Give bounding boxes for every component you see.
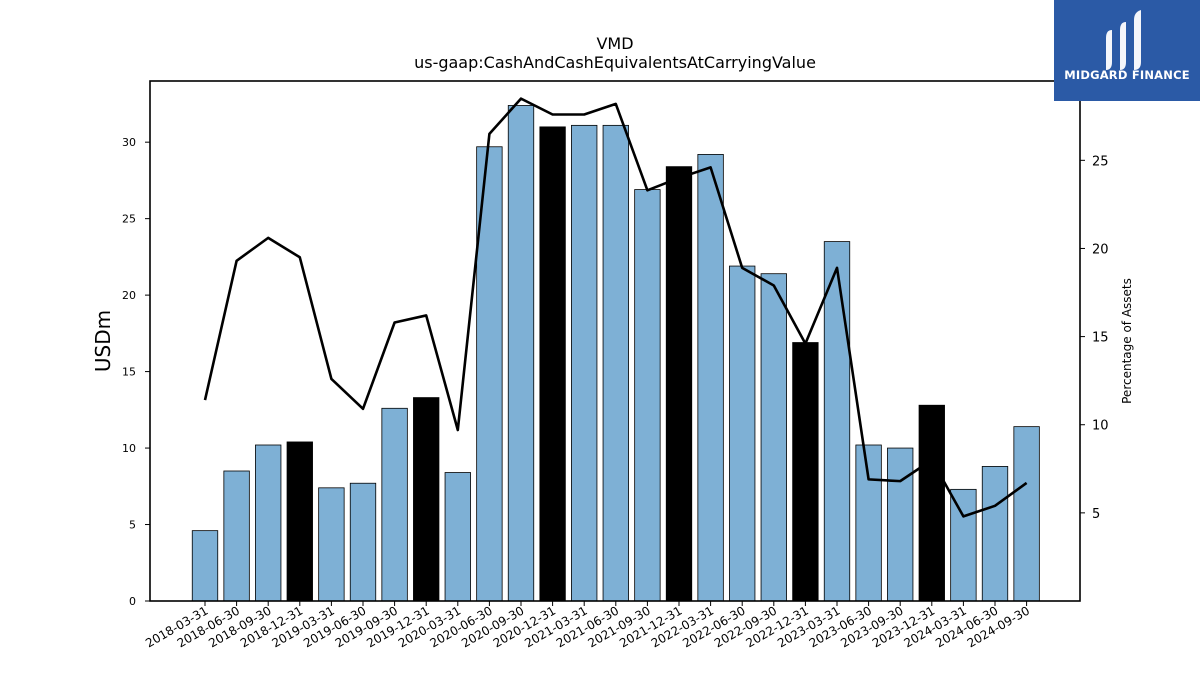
bar-2021-12-31 (665, 166, 693, 602)
chart-title: VMD (596, 34, 633, 53)
bar-2020-12-31 (539, 126, 566, 602)
bar-2022-12-31 (792, 342, 819, 602)
line-layer (203, 97, 1028, 518)
bar-2021-03-31 (571, 124, 598, 602)
y-tick-label: 10 (122, 442, 136, 455)
y2-tick-label: 25 (1092, 154, 1109, 169)
bar-2022-03-31 (697, 154, 724, 602)
chart-subtitle: us-gaap:CashAndCashEquivalentsAtCarrying… (414, 53, 816, 72)
y-axis-label: USDm (91, 310, 115, 372)
y-tick-label: 5 (129, 519, 136, 532)
bar-2018-06-30 (223, 470, 250, 602)
bar-2018-12-31 (286, 441, 313, 602)
bar-2024-06-30 (981, 466, 1009, 602)
bar-2018-03-31 (191, 530, 219, 602)
bar-2022-06-30 (729, 265, 756, 602)
bar-2022-09-30 (760, 273, 787, 602)
y2-axis-label: Percentage of Assets (1120, 278, 1134, 404)
bar-2021-09-30 (634, 189, 661, 602)
y-tick-label: 30 (122, 136, 136, 149)
bar-2023-03-31 (823, 241, 851, 602)
y2-tick-label: 15 (1092, 331, 1109, 346)
bar-2023-06-30 (855, 444, 882, 602)
bar-2021-06-30 (602, 124, 629, 602)
bar-2023-12-31 (918, 404, 945, 602)
y2-tick-label: 10 (1092, 419, 1109, 434)
bars-layer (191, 105, 1040, 602)
y2-tick-label: 20 (1092, 242, 1109, 257)
logo-text: MIDGARD FINANCE (1064, 68, 1190, 82)
bar-2024-09-30 (1013, 426, 1040, 602)
bar-2020-09-30 (507, 105, 535, 602)
bar-2024-03-31 (950, 488, 977, 602)
bar-2019-03-31 (318, 487, 345, 602)
bar-2023-09-30 (887, 447, 914, 602)
logo-mark-icon (1106, 10, 1141, 70)
midgard-finance-logo: MIDGARD FINANCE (1054, 0, 1200, 101)
y-tick-label: 0 (129, 595, 136, 608)
y2-tick-label: 5 (1092, 507, 1100, 522)
y-tick-label: 20 (122, 289, 136, 302)
bar-2018-09-30 (255, 444, 282, 602)
bar-2020-03-31 (444, 472, 471, 602)
bar-2019-09-30 (381, 407, 408, 602)
y-tick-label: 15 (122, 366, 136, 379)
bar-2019-12-31 (413, 397, 440, 602)
plot-frame (149, 80, 1081, 602)
percentage-line (203, 97, 1028, 518)
bar-2019-06-30 (349, 482, 377, 602)
y-tick-label: 25 (122, 213, 136, 226)
